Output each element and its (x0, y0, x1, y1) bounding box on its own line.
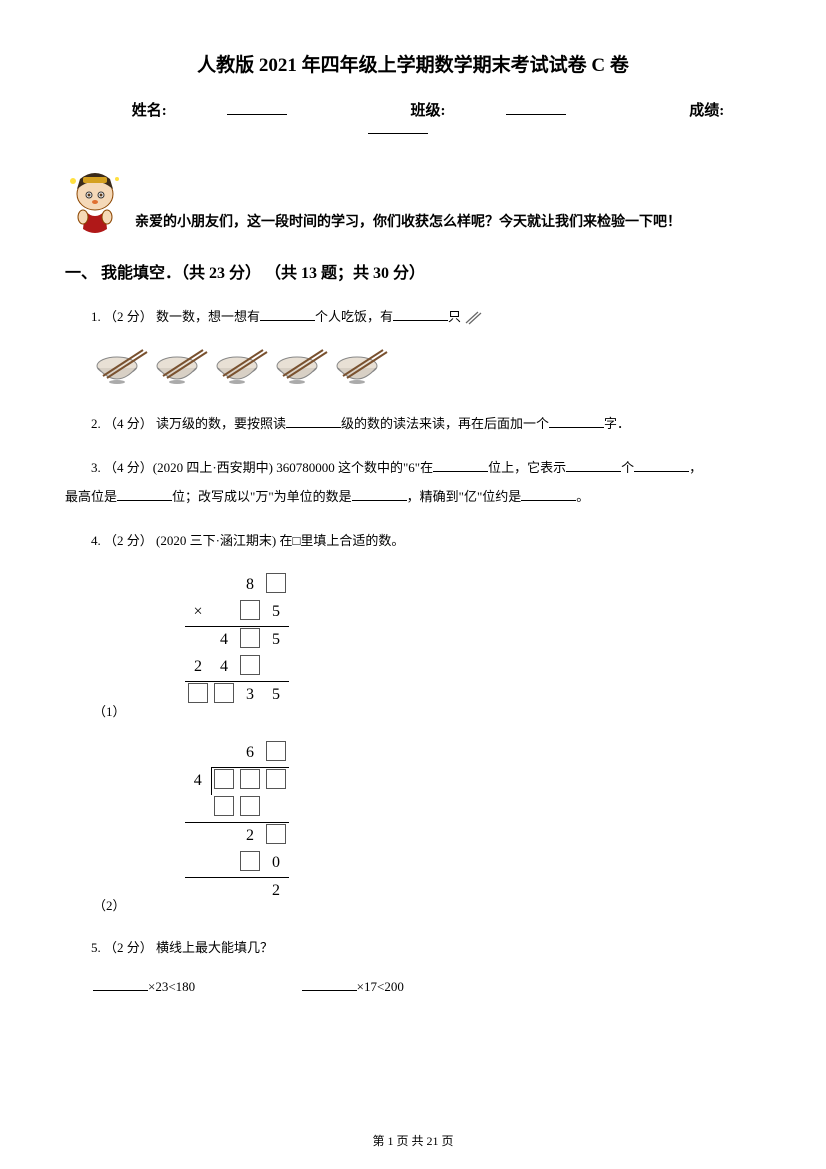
section-1-header: 一、 我能填空．（共 23 分） （共 13 题；共 30 分） (65, 259, 761, 283)
fill-box[interactable] (240, 655, 260, 675)
q3-blank-3[interactable] (634, 460, 689, 472)
bowl-icon (273, 348, 329, 388)
q2-blank-1[interactable] (286, 416, 341, 428)
q3-blank-1[interactable] (433, 460, 488, 472)
fill-box[interactable] (266, 741, 286, 761)
q1-blank-2[interactable] (393, 309, 448, 321)
fill-box[interactable] (240, 851, 260, 871)
q4-mult-figure: 8 ×5 45 24 35 (185, 572, 761, 709)
q4-sub2-label: （2） (93, 895, 761, 914)
q5-blank-2[interactable] (302, 979, 357, 991)
bowl-icon (213, 348, 269, 388)
fill-box[interactable] (240, 769, 260, 789)
score-blank[interactable] (368, 120, 428, 134)
greeting-text: 亲爱的小朋友们，这一段时间的学习，你们收获怎么样呢？今天就让我们来检验一下吧！ (135, 211, 681, 239)
question-5: 5. （2 分） 横线上最大能填几？ (65, 934, 761, 963)
fill-box[interactable] (214, 769, 234, 789)
page-title: 人教版 2021 年四年级上学期数学期末考试试卷 C 卷 (65, 50, 761, 77)
bowls-row (93, 348, 761, 388)
chopstick-icon (464, 311, 482, 325)
q3-blank-6[interactable] (521, 489, 576, 501)
q3-blank-5[interactable] (352, 489, 407, 501)
q3-blank-2[interactable] (566, 460, 621, 472)
bowl-icon (93, 348, 149, 388)
mascot-icon (65, 169, 125, 239)
q4-div-figure: 6 4 2 0 2 (185, 740, 761, 904)
name-label: 姓名: (102, 103, 317, 119)
name-blank[interactable] (227, 101, 287, 115)
fill-box[interactable] (214, 683, 234, 703)
question-3: 3. （4 分）(2020 四上·西安期中) 360780000 这个数中的"6… (65, 454, 761, 511)
fill-box[interactable] (240, 600, 260, 620)
fill-box[interactable] (214, 796, 234, 816)
fill-box[interactable] (266, 824, 286, 844)
q3-blank-4[interactable] (117, 489, 172, 501)
q5-blank-1[interactable] (93, 979, 148, 991)
q2-blank-2[interactable] (549, 416, 604, 428)
student-info-row: 姓名: 班级: 成绩: (65, 99, 761, 139)
greeting-row: 亲爱的小朋友们，这一段时间的学习，你们收获怎么样呢？今天就让我们来检验一下吧！ (65, 169, 761, 239)
bowl-icon (333, 348, 389, 388)
q5-expressions: ×23<180 ×17<200 (93, 979, 761, 995)
question-4: 4. （2 分） (2020 三下·涵江期末) 在□里填上合适的数。 (65, 527, 761, 556)
page-footer: 第 1 页 共 21 页 (0, 1132, 826, 1149)
question-1: 1. （2 分） 数一数，想一想有个人吃饭，有只 (65, 303, 761, 332)
class-blank[interactable] (506, 101, 566, 115)
bowl-icon (153, 348, 209, 388)
fill-box[interactable] (240, 796, 260, 816)
fill-box[interactable] (266, 573, 286, 593)
q1-blank-1[interactable] (260, 309, 315, 321)
question-2: 2. （4 分） 读万级的数，要按照读级的数的读法来读，再在后面加一个字． (65, 410, 761, 439)
class-label: 班级: (381, 103, 596, 119)
fill-box[interactable] (240, 628, 260, 648)
fill-box[interactable] (266, 769, 286, 789)
fill-box[interactable] (188, 683, 208, 703)
